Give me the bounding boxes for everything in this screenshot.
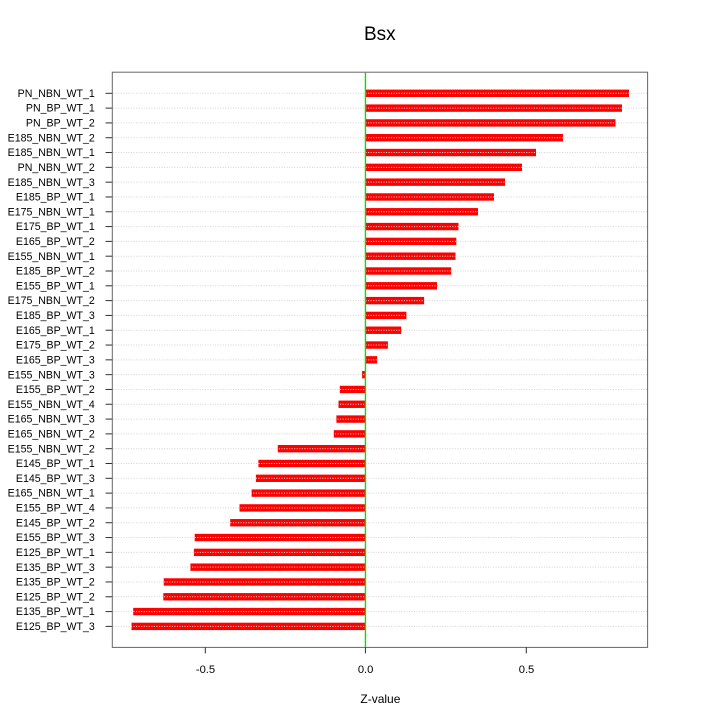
svg-text:E175_NBN_WT_2: E175_NBN_WT_2	[8, 295, 95, 307]
svg-text:E155_NBN_WT_4: E155_NBN_WT_4	[8, 399, 95, 411]
svg-text:E135_BP_WT_2: E135_BP_WT_2	[16, 577, 95, 589]
svg-text:E185_BP_WT_1: E185_BP_WT_1	[16, 192, 95, 204]
svg-text:E165_BP_WT_2: E165_BP_WT_2	[16, 236, 95, 248]
svg-text:E155_NBN_WT_1: E155_NBN_WT_1	[8, 251, 95, 263]
svg-text:E165_NBN_WT_2: E165_NBN_WT_2	[8, 428, 95, 440]
svg-text:PN_NBN_WT_1: PN_NBN_WT_1	[18, 88, 95, 100]
svg-text:E135_BP_WT_1: E135_BP_WT_1	[16, 606, 95, 618]
svg-text:E155_BP_WT_4: E155_BP_WT_4	[16, 503, 95, 515]
svg-text:E155_BP_WT_1: E155_BP_WT_1	[16, 280, 95, 292]
svg-text:E145_BP_WT_2: E145_BP_WT_2	[16, 517, 95, 529]
svg-text:E175_NBN_WT_1: E175_NBN_WT_1	[8, 206, 95, 218]
svg-text:E145_BP_WT_1: E145_BP_WT_1	[16, 458, 95, 470]
svg-text:E185_NBN_WT_3: E185_NBN_WT_3	[8, 177, 95, 189]
svg-text:E145_BP_WT_3: E145_BP_WT_3	[16, 473, 95, 485]
svg-text:0.0: 0.0	[358, 664, 374, 676]
svg-text:Bsx: Bsx	[364, 24, 396, 45]
svg-text:PN_NBN_WT_2: PN_NBN_WT_2	[18, 162, 95, 174]
svg-text:E155_NBN_WT_2: E155_NBN_WT_2	[8, 443, 95, 455]
svg-text:E155_BP_WT_2: E155_BP_WT_2	[16, 384, 95, 396]
svg-text:E155_BP_WT_3: E155_BP_WT_3	[16, 532, 95, 544]
svg-text:E165_NBN_WT_1: E165_NBN_WT_1	[8, 488, 95, 500]
svg-text:E185_BP_WT_2: E185_BP_WT_2	[16, 266, 95, 278]
svg-text:E185_NBN_WT_2: E185_NBN_WT_2	[8, 132, 95, 144]
svg-text:E165_BP_WT_3: E165_BP_WT_3	[16, 354, 95, 366]
svg-text:E175_BP_WT_2: E175_BP_WT_2	[16, 340, 95, 352]
svg-text:E135_BP_WT_3: E135_BP_WT_3	[16, 562, 95, 574]
svg-text:PN_BP_WT_2: PN_BP_WT_2	[26, 118, 95, 130]
svg-text:E165_BP_WT_1: E165_BP_WT_1	[16, 325, 95, 337]
svg-text:Z-value: Z-value	[360, 692, 400, 706]
svg-text:0.5: 0.5	[519, 664, 535, 676]
svg-text:-0.5: -0.5	[196, 664, 215, 676]
svg-text:PN_BP_WT_1: PN_BP_WT_1	[26, 103, 95, 115]
svg-text:E185_BP_WT_3: E185_BP_WT_3	[16, 310, 95, 322]
svg-text:E175_BP_WT_1: E175_BP_WT_1	[16, 221, 95, 233]
svg-text:E125_BP_WT_2: E125_BP_WT_2	[16, 591, 95, 603]
svg-text:E165_NBN_WT_3: E165_NBN_WT_3	[8, 414, 95, 426]
svg-text:E125_BP_WT_1: E125_BP_WT_1	[16, 547, 95, 559]
svg-text:E155_NBN_WT_3: E155_NBN_WT_3	[8, 369, 95, 381]
svg-text:E185_NBN_WT_1: E185_NBN_WT_1	[8, 147, 95, 159]
svg-text:E125_BP_WT_3: E125_BP_WT_3	[16, 621, 95, 633]
